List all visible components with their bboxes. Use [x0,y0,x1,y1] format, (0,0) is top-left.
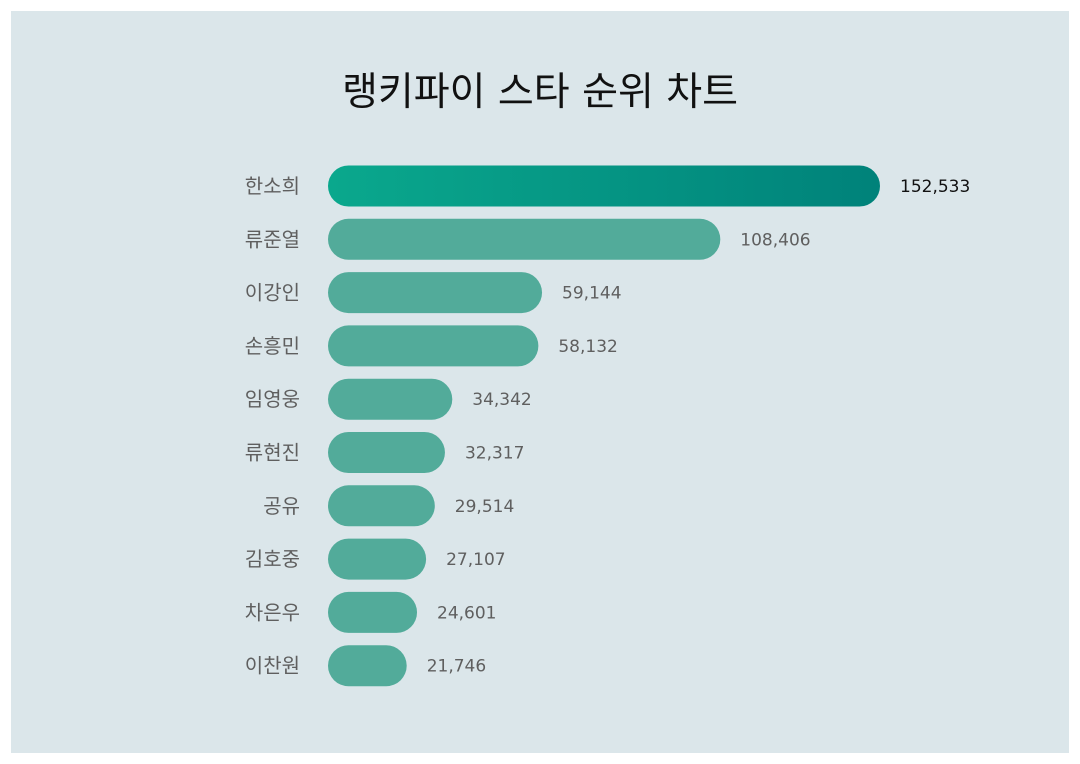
bar [328,325,539,367]
category-label: 차은우 [245,600,300,624]
chart-title: 랭키파이 스타 순위 차트 [342,70,738,115]
value-label: 32,317 [465,444,524,464]
bar [328,645,407,687]
bar [328,432,445,473]
value-label: 29,514 [455,497,514,517]
bar [328,218,721,260]
value-label: 59,144 [562,284,621,304]
bar [328,272,543,314]
value-label: 21,746 [427,657,486,677]
category-label: 김호중 [245,547,300,571]
category-label: 류현진 [245,441,300,465]
category-label: 류준열 [245,227,300,251]
category-label: 한소희 [245,174,300,198]
category-label: 공유 [263,494,300,518]
bar [328,485,435,527]
bar [328,591,418,633]
value-label: 27,107 [446,550,505,570]
category-label: 손흥민 [245,334,300,358]
value-label: 108,406 [740,230,810,250]
value-label: 152,533 [900,177,970,197]
bar [328,165,880,207]
category-label: 이찬원 [245,654,300,678]
bar [328,378,453,420]
value-label: 34,342 [472,390,531,410]
value-label: 24,601 [437,603,496,623]
chart-background [11,11,1069,753]
bar [328,538,427,580]
category-label: 임영웅 [245,387,300,411]
value-label: 58,132 [558,337,617,357]
category-label: 이강인 [245,281,300,305]
